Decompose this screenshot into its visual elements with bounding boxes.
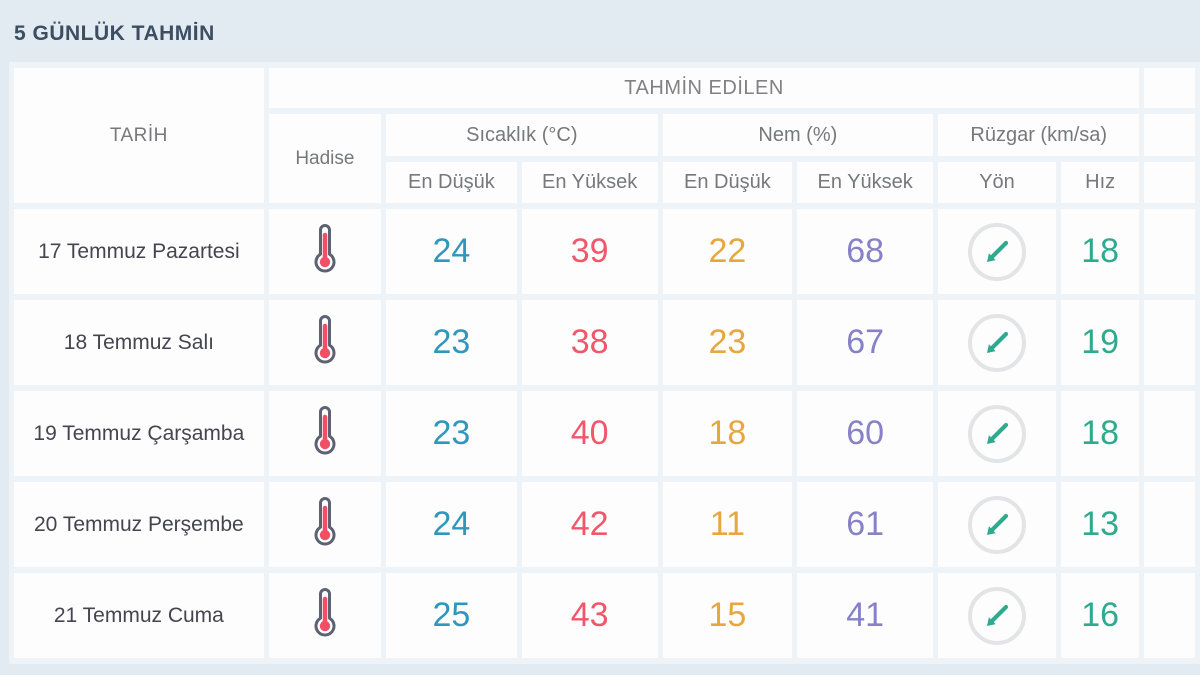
wind-southwest-arrow-icon [968,404,1026,463]
wind-speed-cell: 18 [1060,209,1140,294]
forecast-table: TARİH TAHMİN EDİLEN Hadise Sıcaklık (°C)… [9,62,1200,664]
wind-speed-cell: 18 [1060,391,1140,476]
wind-southwest-arrow-icon [968,495,1026,554]
column-header-temperature-group: Sıcaklık (°C) [386,114,658,156]
wind-southwest-arrow-icon [968,313,1026,372]
table-row: 20 Temmuz Perşembe 24 42 11 61 13 [14,482,1195,567]
hum-max-cell: 60 [797,391,934,476]
date-cell: 20 Temmuz Perşembe [14,482,264,567]
wind-direction-cell [938,391,1056,476]
temp-max-cell: 38 [521,300,658,385]
wind-direction-cell [938,482,1056,567]
hum-min-cell: 11 [662,482,793,567]
temp-min-cell: 24 [386,209,517,294]
thermometer-icon [314,223,336,272]
header-row-groups: Hadise Sıcaklık (°C) Nem (%) Rüzgar (km/… [14,114,1195,203]
wind-speed-cell: 19 [1060,300,1140,385]
wind-direction-cell [938,573,1056,658]
temp-max-cell: 39 [521,209,658,294]
temp-max-cell: 43 [521,573,658,658]
cutoff-column-cell [1144,300,1195,385]
wind-southwest-arrow-icon [968,222,1026,281]
hum-min-cell: 18 [662,391,793,476]
hum-max-cell: 41 [797,573,934,658]
date-cell: 18 Temmuz Salı [14,300,264,385]
cutoff-column-cell [1144,573,1195,658]
condition-cell [268,209,382,294]
column-header-wind-group: Rüzgar (km/sa) [938,114,1140,156]
thermometer-icon [314,405,336,454]
wind-southwest-arrow-icon [968,586,1026,645]
cutoff-column-cell [1144,391,1195,476]
header-row-subcolumns: En Düşük En Yüksek En Düşük En Yüksek Yö… [14,162,1195,203]
column-header-temp-max: En Yüksek [521,162,658,203]
wind-direction-cell [938,209,1056,294]
hum-min-cell: 22 [662,209,793,294]
column-header-wind-speed: Hız [1060,162,1140,203]
temp-min-cell: 25 [386,573,517,658]
column-header-wind-dir: Yön [938,162,1056,203]
column-header-hum-min: En Düşük [662,162,793,203]
header-row-predicted: TARİH TAHMİN EDİLEN [14,68,1195,203]
condition-cell [268,573,382,658]
date-cell: 17 Temmuz Pazartesi [14,209,264,294]
thermometer-icon [314,587,336,636]
hum-min-cell: 23 [662,300,793,385]
thermometer-icon [314,496,336,545]
thermometer-icon [314,314,336,363]
wind-speed-cell: 16 [1060,573,1140,658]
date-cell: 21 Temmuz Cuma [14,573,264,658]
column-header-hum-max: En Yüksek [797,162,934,203]
table-row: 17 Temmuz Pazartesi 24 39 22 68 18 [14,209,1195,294]
date-cell: 19 Temmuz Çarşamba [14,391,264,476]
table-row: 21 Temmuz Cuma 25 43 15 41 16 [14,573,1195,658]
column-header-predicted: TAHMİN EDİLEN [268,68,1140,108]
cutoff-column-cell [1144,68,1195,108]
condition-cell [268,391,382,476]
temp-min-cell: 23 [386,391,517,476]
column-header-humidity-group: Nem (%) [662,114,934,156]
table-row: 19 Temmuz Çarşamba 23 40 18 60 18 [14,391,1195,476]
cutoff-column-cell [1144,114,1195,156]
temp-max-cell: 42 [521,482,658,567]
temp-min-cell: 23 [386,300,517,385]
hum-min-cell: 15 [662,573,793,658]
cutoff-column-cell [1144,209,1195,294]
cutoff-column-cell [1144,482,1195,567]
column-header-temp-min: En Düşük [386,162,517,203]
wind-speed-cell: 13 [1060,482,1140,567]
hum-max-cell: 67 [797,300,934,385]
hum-max-cell: 68 [797,209,934,294]
hum-max-cell: 61 [797,482,934,567]
table-row: 18 Temmuz Salı 23 38 23 67 19 [14,300,1195,385]
condition-cell [268,300,382,385]
page-title: 5 GÜNLÜK TAHMİN [14,22,215,45]
temp-max-cell: 40 [521,391,658,476]
temp-min-cell: 24 [386,482,517,567]
column-header-condition: Hadise [268,114,382,203]
condition-cell [268,482,382,567]
wind-direction-cell [938,300,1056,385]
cutoff-column-cell [1144,162,1195,203]
column-header-date: TARİH [14,68,264,203]
